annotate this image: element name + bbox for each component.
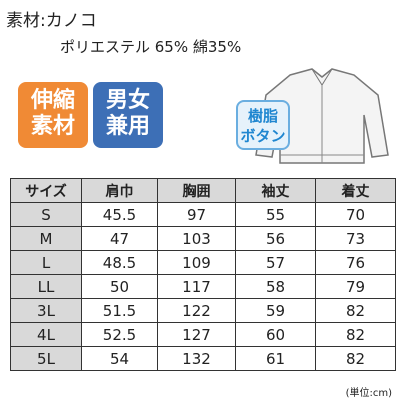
table-cell: 103 [157, 226, 236, 251]
badge-line: 樹脂 [247, 107, 278, 125]
material-label: 素材:カノコ [6, 11, 97, 31]
unit-note: (単位:cm) [345, 388, 392, 399]
table-cell: 51.5 [81, 298, 158, 323]
table-cell: 3L [10, 298, 82, 323]
table-cell: L [10, 250, 82, 275]
table-cell: 59 [235, 298, 316, 323]
badge-line: 男女 [105, 88, 150, 113]
table-cell: 着丈 [315, 178, 396, 203]
table-row: 3L 51.5 122 59 82 [10, 298, 396, 323]
table-cell: S [10, 202, 82, 227]
table-cell: 109 [157, 250, 236, 275]
table-cell: 82 [315, 322, 396, 347]
table-cell: 52.5 [81, 322, 158, 347]
table-cell: サイズ [10, 178, 82, 203]
unisex-badge: 男女 兼用 [93, 82, 163, 148]
table-cell: 54 [81, 346, 158, 371]
table-row: サイズ 肩巾 胸囲 袖丈 着丈 [10, 178, 396, 203]
composition: ポリエステル 65% 綿35% [60, 38, 242, 56]
badge-line: 伸縮 [30, 88, 75, 113]
badge-line: ボタン [240, 127, 286, 145]
table-cell: 82 [315, 298, 396, 323]
table-cell: 58 [235, 274, 316, 299]
table-cell: M [10, 226, 82, 251]
table-cell: LL [10, 274, 82, 299]
table-cell: 57 [235, 250, 316, 275]
table-cell: 胸囲 [157, 178, 236, 203]
table-cell: 122 [157, 298, 236, 323]
table-cell: 袖丈 [235, 178, 316, 203]
table-cell: 73 [315, 226, 396, 251]
table-cell: 47 [81, 226, 158, 251]
table-cell: 117 [157, 274, 236, 299]
table-cell: 76 [315, 250, 396, 275]
badge-line: 素材 [30, 114, 75, 139]
table-row: S 45.5 97 55 70 [10, 202, 396, 227]
table-cell: 60 [235, 322, 316, 347]
button-badge: 樹脂 ボタン [236, 100, 290, 150]
table-cell: 82 [315, 346, 396, 371]
table-cell: 132 [157, 346, 236, 371]
table-cell: 97 [157, 202, 236, 227]
table-cell: 127 [157, 322, 236, 347]
table-cell: 61 [235, 346, 316, 371]
table-cell: 70 [315, 202, 396, 227]
table-cell: 肩巾 [81, 178, 158, 203]
table-row: L 48.5 109 57 76 [10, 250, 396, 275]
table-cell: 56 [235, 226, 316, 251]
stretch-badge: 伸縮 素材 [18, 82, 88, 148]
size-table: サイズ 肩巾 胸囲 袖丈 着丈 S 45.5 97 55 70 M 47 103 56 73 L 48.5 109… [10, 178, 396, 371]
badge-line: 兼用 [105, 114, 150, 139]
table-cell: 55 [235, 202, 316, 227]
table-cell: 5L [10, 346, 82, 371]
table-cell: 4L [10, 322, 82, 347]
table-row: LL 50 117 58 79 [10, 274, 396, 299]
table-cell: 79 [315, 274, 396, 299]
table-row: 5L 54 132 61 82 [10, 346, 396, 371]
table-row: 4L 52.5 127 60 82 [10, 322, 396, 347]
table-row: M 47 103 56 73 [10, 226, 396, 251]
table-cell: 45.5 [81, 202, 158, 227]
table-cell: 48.5 [81, 250, 158, 275]
table-cell: 50 [81, 274, 158, 299]
